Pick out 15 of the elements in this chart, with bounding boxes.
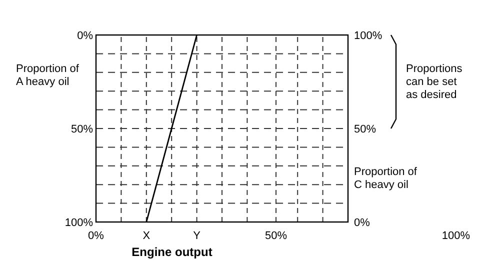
x-tick-label: X <box>142 230 151 242</box>
y2-tick-label: 0% <box>354 216 370 229</box>
x-tick-label: 0% <box>88 230 104 242</box>
y2-axis-title: Proportion of C heavy oil <box>354 166 418 191</box>
y-tick-label: 100% <box>64 216 94 229</box>
x-tick-label: 50% <box>264 230 288 242</box>
y-tick-label: 0% <box>77 30 94 42</box>
y2-tick-label: 100% <box>354 30 382 42</box>
text: Proportions can be set as desired <box>406 63 463 101</box>
x-tick-label: Y <box>193 230 202 242</box>
y2-tick-label: 50% <box>354 123 376 136</box>
y-axis-title: Proportion of A heavy oil <box>16 63 80 88</box>
text: 100% <box>442 230 470 242</box>
x-axis-title: Engine output <box>132 245 212 259</box>
y-tick-label: 50% <box>70 123 94 136</box>
